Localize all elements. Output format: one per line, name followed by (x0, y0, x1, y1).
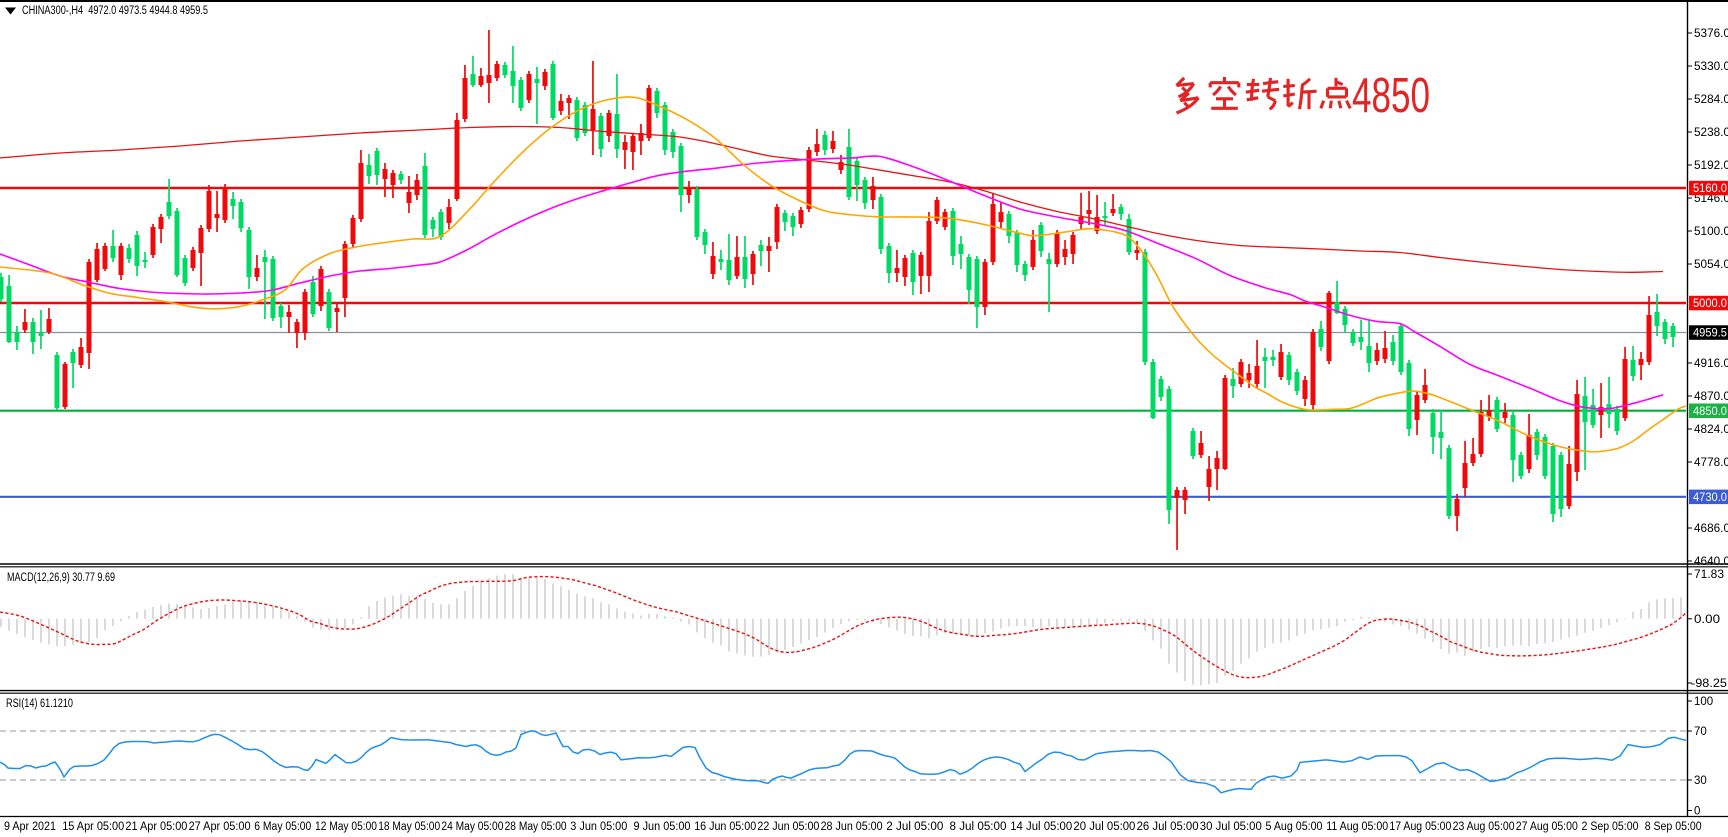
svg-text:5192.0: 5192.0 (1694, 160, 1728, 172)
svg-text:17 Aug 05:00: 17 Aug 05:00 (1389, 821, 1451, 833)
svg-text:6 May 05:00: 6 May 05:00 (254, 821, 311, 833)
svg-text:5146.0: 5146.0 (1694, 193, 1728, 205)
svg-text:2 Sep 05:00: 2 Sep 05:00 (1582, 821, 1639, 833)
svg-text:22 Jun 05:00: 22 Jun 05:00 (757, 821, 819, 833)
svg-text:23 Aug 05:00: 23 Aug 05:00 (1453, 821, 1515, 833)
svg-text:71.83: 71.83 (1694, 569, 1724, 581)
svg-text:21 Apr 05:00: 21 Apr 05:00 (125, 821, 187, 833)
svg-text:-98.25: -98.25 (1691, 678, 1727, 690)
svg-text:0: 0 (1694, 806, 1700, 818)
svg-text:5160.0: 5160.0 (1693, 183, 1727, 195)
svg-text:8 Jul 05:00: 8 Jul 05:00 (950, 821, 1007, 833)
svg-text:4850: 4850 (1352, 69, 1430, 123)
svg-text:4916.0: 4916.0 (1694, 358, 1728, 370)
svg-text:15 Apr 05:00: 15 Apr 05:00 (62, 821, 124, 833)
svg-text:0.00: 0.00 (1694, 614, 1720, 626)
svg-text:4778.0: 4778.0 (1694, 457, 1728, 469)
svg-text:5284.0: 5284.0 (1694, 94, 1728, 106)
svg-text:11 Aug 05:00: 11 Aug 05:00 (1326, 821, 1388, 833)
svg-text:4870.0: 4870.0 (1694, 391, 1728, 403)
svg-text:18 May 05:00: 18 May 05:00 (378, 821, 440, 833)
svg-text:20 Jul 05:00: 20 Jul 05:00 (1073, 821, 1135, 833)
svg-text:5376.0: 5376.0 (1694, 28, 1728, 40)
svg-text:3 Jun 05:00: 3 Jun 05:00 (570, 821, 627, 833)
svg-text:27 Aug 05:00: 27 Aug 05:00 (1516, 821, 1578, 833)
svg-text:RSI(14) 61.1210: RSI(14) 61.1210 (6, 698, 73, 710)
svg-text:4850.0: 4850.0 (1693, 406, 1727, 418)
svg-text:5100.0: 5100.0 (1694, 226, 1728, 238)
svg-text:28 May 05:00: 28 May 05:00 (505, 821, 567, 833)
svg-text:24 May 05:00: 24 May 05:00 (441, 821, 503, 833)
svg-text:4730.0: 4730.0 (1693, 492, 1727, 504)
svg-text:27 Apr 05:00: 27 Apr 05:00 (189, 821, 251, 833)
svg-text:MACD(12,26,9) 30.77 9.69: MACD(12,26,9) 30.77 9.69 (7, 572, 115, 584)
svg-text:16 Jun 05:00: 16 Jun 05:00 (694, 821, 756, 833)
svg-text:4959.5: 4959.5 (1693, 328, 1727, 340)
svg-text:4824.0: 4824.0 (1694, 424, 1728, 436)
svg-text:5 Aug 05:00: 5 Aug 05:00 (1266, 821, 1323, 833)
svg-text:30: 30 (1694, 775, 1707, 787)
svg-text:14 Jul 05:00: 14 Jul 05:00 (1010, 821, 1072, 833)
svg-text:5054.0: 5054.0 (1694, 259, 1728, 271)
svg-text:4686.0: 4686.0 (1694, 523, 1728, 535)
svg-text:100: 100 (1694, 696, 1713, 708)
svg-text:8 Sep 05:00: 8 Sep 05:00 (1645, 821, 1702, 833)
svg-text:30 Jul 05:00: 30 Jul 05:00 (1200, 821, 1262, 833)
svg-text:5238.0: 5238.0 (1694, 127, 1728, 139)
svg-text:26 Jul 05:00: 26 Jul 05:00 (1137, 821, 1199, 833)
svg-text:2 Jul 05:00: 2 Jul 05:00 (886, 821, 943, 833)
svg-text:12 May 05:00: 12 May 05:00 (315, 821, 377, 833)
svg-text:28 Jun 05:00: 28 Jun 05:00 (821, 821, 883, 833)
svg-text:9 Jun 05:00: 9 Jun 05:00 (634, 821, 691, 833)
svg-text:5000.0: 5000.0 (1693, 298, 1727, 310)
svg-text:70: 70 (1694, 726, 1707, 738)
svg-text:5330.0: 5330.0 (1694, 61, 1728, 73)
svg-text:CHINA300-,H4 4972.0 4973.5 49: CHINA300-,H4 4972.0 4973.5 4944.8 4959.5 (22, 5, 208, 17)
svg-text:9 Apr 2021: 9 Apr 2021 (4, 821, 56, 833)
svg-text:4640.0: 4640.0 (1694, 556, 1728, 568)
